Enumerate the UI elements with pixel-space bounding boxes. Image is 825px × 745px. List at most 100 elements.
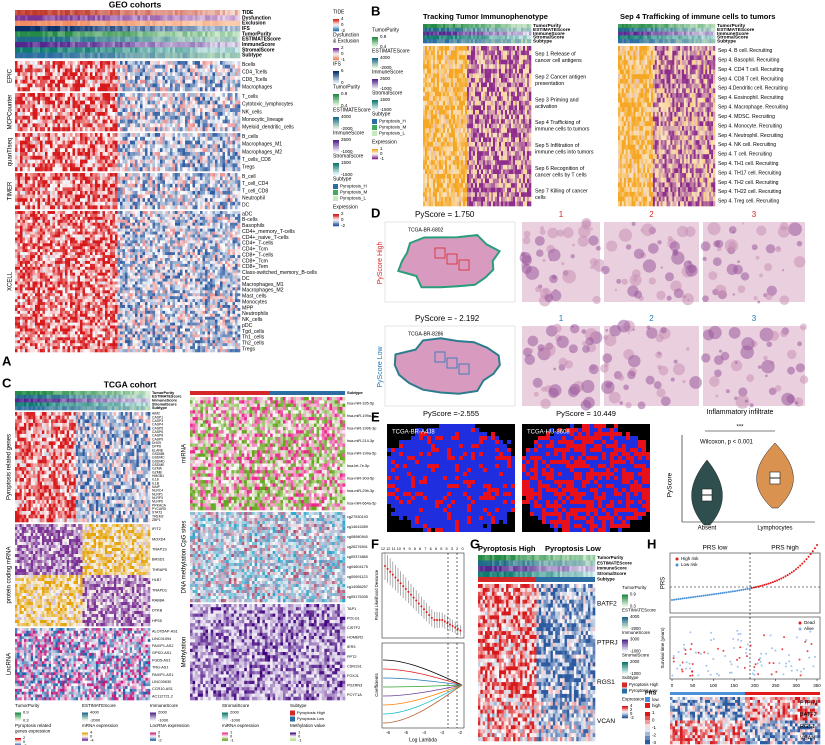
heatmap-cell: [138, 144, 141, 148]
heatmap-cell: [78, 47, 81, 53]
heatmap-cell: [43, 112, 46, 116]
heatmap-cell: [185, 93, 188, 97]
heatmap-cell: [213, 180, 216, 184]
heatmap-cell: [225, 53, 228, 59]
heatmap-cell: [40, 152, 43, 156]
heatmap-cell: [50, 101, 53, 105]
heatmap-cell: [113, 87, 116, 91]
heatmap-cell: [190, 191, 193, 195]
heatmap-cell: [193, 141, 196, 145]
heatmap-cell: [123, 156, 126, 160]
heatmap-cell: [100, 116, 103, 120]
heatmap-cell: [235, 148, 238, 152]
heatmap-cell: [235, 76, 238, 80]
heatmap-cell: [183, 173, 186, 177]
heatmap-cell: [198, 104, 201, 108]
heatmap-cell: [148, 202, 151, 206]
heatmap-cell: [88, 72, 91, 76]
heatmap-cell: [185, 156, 188, 160]
heatmap-cell: [130, 84, 133, 88]
heatmap-cell: [58, 15, 61, 21]
heatmap-cell: [98, 226, 101, 229]
heatmap-cell: [183, 137, 186, 141]
heatmap-cell: [23, 144, 26, 148]
heatmap-cell: [75, 31, 78, 37]
heatmap-cell: [133, 141, 136, 145]
heatmap-cell: [145, 173, 148, 177]
heatmap-cell: [78, 217, 81, 220]
heatmap-cell: [133, 211, 136, 214]
heatmap-cell: [15, 217, 18, 220]
heatmap-cell: [183, 84, 186, 88]
heatmap-cell: [170, 137, 173, 141]
heatmap-cell: [85, 10, 88, 16]
heatmap-cell: [130, 220, 133, 223]
heatmap-cell: [63, 167, 66, 171]
heatmap-cell: [168, 198, 171, 202]
heatmap-cell: [53, 156, 56, 160]
heatmap-cell: [25, 127, 28, 131]
heatmap-cell: [38, 160, 41, 164]
heatmap-cell: [143, 173, 146, 177]
heatmap-cell: [165, 144, 168, 148]
heatmap-cell: [63, 69, 66, 73]
heatmap-cell: [80, 93, 83, 97]
heatmap-cell: [88, 187, 91, 191]
heatmap-cell: [60, 87, 63, 91]
heatmap-cell: [235, 160, 238, 164]
heatmap-cell: [163, 31, 166, 37]
heatmap-cell: [45, 148, 48, 152]
heatmap-cell: [30, 15, 33, 21]
heatmap-cell: [160, 180, 163, 184]
heatmap-cell: [185, 80, 188, 84]
heatmap-cell: [100, 148, 103, 152]
heatmap-cell: [225, 191, 228, 195]
heatmap-cell: [153, 101, 156, 105]
heatmap-cell: [43, 177, 46, 181]
heatmap-cell: [88, 97, 91, 101]
heatmap-cell: [43, 123, 46, 127]
heatmap-cell: [198, 180, 201, 184]
heatmap-cell: [23, 116, 26, 120]
heatmap-cell: [115, 217, 118, 220]
heatmap-cell: [180, 47, 183, 53]
heatmap-cell: [205, 167, 208, 171]
heatmap-cell: [95, 205, 98, 209]
heatmap-cell: [75, 87, 78, 91]
heatmap-cell: [195, 80, 198, 84]
heatmap-cell: [153, 31, 156, 37]
heatmap-cell: [15, 26, 18, 32]
heatmap-cell: [135, 76, 138, 80]
heatmap-cell: [65, 84, 68, 88]
heatmap-cell: [130, 76, 133, 80]
heatmap-cell: [63, 37, 66, 43]
heatmap-cell: [110, 217, 113, 220]
heatmap-cell: [213, 21, 216, 27]
heatmap-cell: [18, 127, 21, 131]
heatmap-cell: [88, 184, 91, 188]
heatmap-cell: [188, 120, 191, 124]
heatmap-cell: [225, 76, 228, 80]
heatmap-cell: [40, 160, 43, 164]
heatmap-cell: [170, 160, 173, 164]
heatmap-cell: [108, 108, 111, 112]
heatmap-cell: [168, 137, 171, 141]
heatmap-cell: [135, 127, 138, 131]
heatmap-cell: [40, 37, 43, 43]
heatmap-cell: [225, 195, 228, 199]
heatmap-cell: [93, 87, 96, 91]
heatmap-cell: [230, 97, 233, 101]
heatmap-cell: [223, 104, 226, 108]
heatmap-cell: [35, 173, 38, 177]
heatmap-cell: [35, 10, 38, 16]
heatmap-cell: [238, 116, 241, 120]
heatmap-cell: [135, 93, 138, 97]
heatmap-cell: [115, 152, 118, 156]
heatmap-cell: [85, 72, 88, 76]
heatmap-cell: [25, 61, 28, 65]
heatmap-cell: [180, 232, 183, 235]
heatmap-cell: [80, 177, 83, 181]
heatmap-cell: [223, 177, 226, 181]
heatmap-cell: [83, 184, 86, 188]
heatmap-cell: [93, 202, 96, 206]
